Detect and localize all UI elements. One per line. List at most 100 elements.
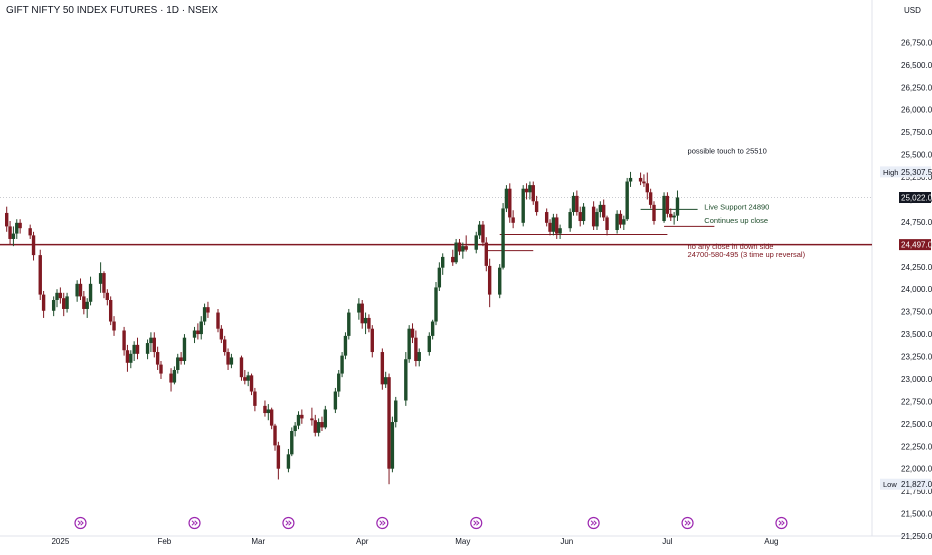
chart-title: GIFT NIFTY 50 INDEX FUTURES · 1D · NSEIX	[6, 5, 218, 16]
candle-body	[544, 212, 549, 223]
candle-body	[524, 188, 529, 193]
event-marker-chevrons	[191, 520, 198, 526]
candle-body	[226, 352, 230, 365]
candle-body	[15, 222, 19, 234]
event-marker-chevrons	[684, 520, 691, 526]
chart-annotation: 24700-580-495 (3 time up reversal)	[688, 250, 806, 259]
candle-body	[41, 294, 46, 311]
candle-body	[8, 226, 12, 239]
candle-body	[430, 321, 435, 336]
candle-body	[343, 335, 348, 356]
candle-body	[313, 420, 317, 433]
y-tick-label: 24,750.0	[901, 218, 932, 227]
x-tick-label: Jun	[560, 537, 573, 546]
candle-body	[504, 188, 509, 209]
price-label-box	[899, 239, 931, 251]
candle-body	[340, 355, 344, 374]
x-tick-label: Feb	[157, 537, 171, 546]
candle-body	[461, 246, 465, 252]
candle-body	[129, 353, 133, 363]
candle-body	[622, 219, 626, 225]
candle-body	[383, 377, 388, 385]
y-tick-label: 24,000.0	[901, 285, 932, 294]
candle-body	[511, 217, 515, 223]
y-tick-label: 23,000.0	[901, 375, 932, 384]
candle-body	[98, 273, 103, 284]
candle-body	[464, 246, 468, 250]
candle-body	[404, 359, 408, 401]
candle-body	[380, 352, 385, 385]
candle-body	[481, 224, 485, 243]
candle-body	[55, 292, 59, 300]
candle-body	[135, 344, 140, 354]
candle-body	[263, 405, 267, 414]
candle-body	[11, 233, 16, 239]
candle-body	[273, 425, 277, 446]
candle-body	[333, 391, 338, 410]
candle-body	[88, 283, 93, 302]
candle-body	[555, 217, 559, 234]
candle-body	[578, 212, 582, 222]
candle-body	[628, 177, 633, 182]
candle-body	[454, 242, 458, 263]
y-tick-label: 26,000.0	[901, 106, 932, 115]
candle-body	[216, 312, 220, 329]
candle-body	[437, 267, 442, 288]
candle-body	[618, 213, 623, 225]
price-label-value: 21,827.0	[901, 480, 932, 489]
candle-body	[122, 330, 126, 351]
candle-body	[316, 422, 321, 433]
candle-body	[229, 357, 234, 365]
candle-body	[243, 377, 247, 381]
event-marker-chevrons	[379, 520, 386, 526]
candle-body	[575, 195, 579, 213]
y-tick-label: 24,250.0	[901, 263, 932, 272]
candle-body	[196, 330, 200, 335]
currency-label[interactable]: USD	[904, 6, 921, 15]
y-tick-label: 21,250.0	[901, 532, 932, 541]
candle-body	[159, 364, 163, 374]
candle-body	[367, 317, 371, 329]
candle-body	[145, 343, 150, 354]
x-tick-label: Apr	[356, 537, 369, 546]
candle-body	[662, 195, 666, 222]
candle-body	[78, 283, 83, 297]
candle-body	[249, 375, 254, 392]
y-tick-label: 23,750.0	[901, 308, 932, 317]
candle-body	[293, 425, 297, 432]
candle-body	[199, 321, 203, 335]
price-label-name-box	[880, 166, 899, 178]
candle-body	[665, 195, 670, 214]
candle-body	[28, 228, 32, 236]
event-marker-chevrons	[285, 520, 292, 526]
candle-body	[390, 422, 395, 469]
candle-body	[239, 357, 244, 378]
y-tick-label: 22,250.0	[901, 442, 932, 451]
candle-body	[410, 328, 415, 338]
candle-body	[105, 292, 110, 300]
candle-body	[581, 206, 586, 222]
price-label-value: 25,307.5	[901, 168, 932, 177]
candle-body	[558, 228, 562, 234]
candle-body	[152, 337, 156, 353]
price-label-name: High	[883, 168, 898, 177]
candle-body	[58, 292, 63, 299]
candle-body	[62, 298, 66, 309]
candle-body	[246, 375, 250, 381]
chart-annotation: no any close in down side	[688, 242, 774, 251]
candle-body	[451, 256, 455, 263]
candle-body	[598, 204, 603, 213]
price-label-box	[899, 192, 931, 204]
candle-body	[108, 299, 113, 322]
y-tick-label: 25,500.0	[901, 151, 932, 160]
candle-body	[296, 414, 301, 426]
y-tick-label: 22,000.0	[901, 465, 932, 474]
price-label-name: Low	[883, 480, 897, 489]
y-tick-label: 26,500.0	[901, 61, 932, 70]
x-tick-label: Jul	[662, 537, 672, 546]
candle-body	[176, 357, 180, 370]
candle-body	[498, 267, 502, 295]
candle-body	[615, 213, 619, 230]
